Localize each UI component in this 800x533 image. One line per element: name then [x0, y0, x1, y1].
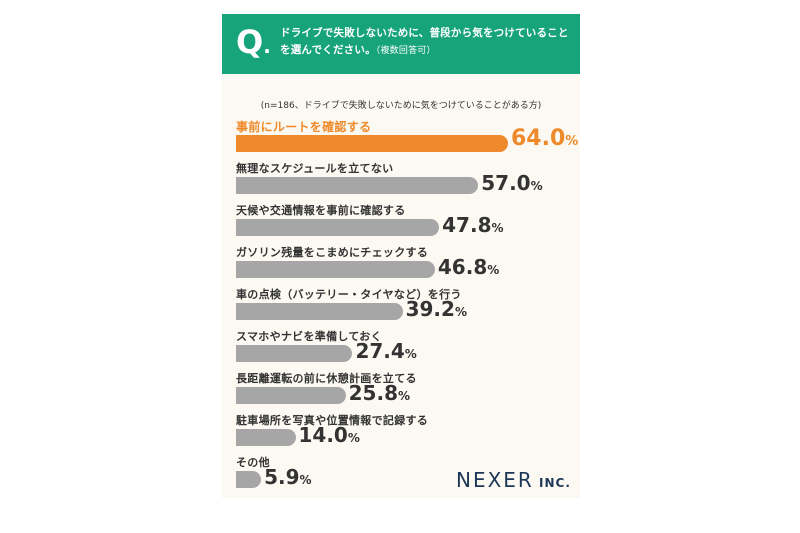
bar-value-label: 57.0% [481, 171, 543, 195]
bar-row: 長距離運転の前に休憩計画を立てる 25.8% [222, 370, 580, 414]
bar-row: ガソリン残量をこまめにチェックする 46.8% [222, 244, 580, 288]
question-text: ドライブで失敗しないために、普段から気をつけていることを選んでください。（複数回… [280, 27, 569, 56]
question-note: （複数回答可） [375, 46, 436, 56]
bar-row: スマホやナビを準備しておく 27.4% [222, 328, 580, 372]
bar-row: その他 5.9% [222, 454, 580, 498]
bar-category-label: 駐車場所を写真や位置情報で記録する [236, 414, 429, 427]
bar [236, 303, 403, 320]
bar [236, 177, 479, 194]
bar-category-label: その他 [236, 456, 270, 469]
bar-value-label: 39.2% [405, 297, 467, 321]
bar [236, 471, 262, 488]
bar-row: 車の点検（バッテリー・タイヤなど）を行う 39.2% [222, 286, 580, 330]
bar-value-label: 27.4% [355, 339, 417, 363]
bar [236, 387, 346, 404]
bar-value-label: 25.8% [348, 381, 411, 405]
bar [236, 261, 435, 278]
nexer-logo: NEXER INC. [456, 468, 571, 492]
bar [236, 345, 353, 362]
question-mark: Q. [236, 23, 271, 61]
bar-value-label: 64.0% [511, 126, 579, 151]
bar-row: 駐車場所を写真や位置情報で記録する 14.0% [222, 412, 580, 456]
bar [236, 219, 440, 236]
bar-value-label: 5.9% [264, 465, 312, 489]
bar [236, 135, 508, 152]
survey-card: Q. ドライブで失敗しないために、普段から気をつけていることを選んでください。（… [222, 14, 580, 498]
bar-category-label: 無理なスケジュールを立てない [236, 162, 394, 175]
bar-value-label: 47.8% [442, 213, 504, 237]
bar-value-label: 14.0% [298, 423, 360, 447]
bar-category-label: 車の点検（バッテリー・タイヤなど）を行う [236, 288, 462, 301]
question-header: Q. ドライブで失敗しないために、普段から気をつけていることを選んでください。（… [222, 14, 580, 74]
bar-category-label: 長距離運転の前に休憩計画を立てる [236, 372, 417, 385]
bar-row: 事前にルートを確認する 64.0% [222, 118, 580, 162]
bar-row: 天候や交通情報を事前に確認する 47.8% [222, 202, 580, 246]
bar-category-label: ガソリン残量をこまめにチェックする [236, 246, 429, 259]
bar-category-label: 事前にルートを確認する [236, 120, 372, 134]
bar-category-label: スマホやナビを準備しておく [236, 330, 382, 343]
bar-value-label: 46.8% [437, 255, 500, 279]
bar-row: 無理なスケジュールを立てない 57.0% [222, 160, 580, 204]
bar [236, 429, 296, 446]
bar-category-label: 天候や交通情報を事前に確認する [236, 204, 406, 217]
sample-note: (n=186、ドライブで失敗しないために気をつけていることがある方) [260, 101, 542, 111]
